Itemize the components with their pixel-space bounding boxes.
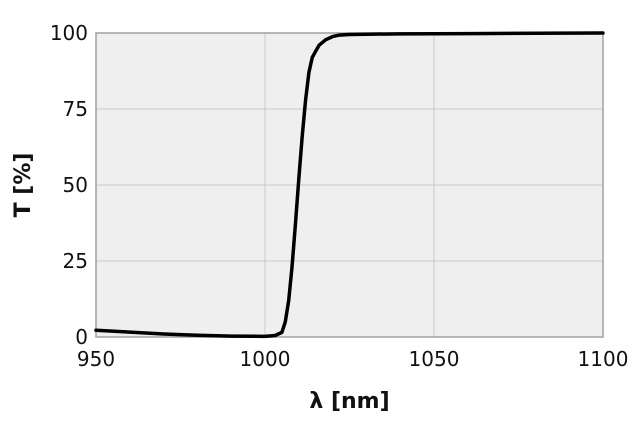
y-tick-label: 25 — [63, 249, 88, 273]
y-axis-title: T [%] — [11, 153, 36, 218]
x-tick-label: 1000 — [240, 347, 291, 371]
y-tick-label: 0 — [75, 325, 88, 349]
x-axis-ticks: 950 1000 1050 1100 — [77, 347, 629, 371]
x-axis-title: λ [nm] — [309, 389, 389, 414]
transmission-curve — [94, 31, 605, 339]
y-tick-label: 50 — [63, 173, 88, 197]
y-tick-label: 75 — [63, 97, 88, 121]
x-tick-label: 950 — [77, 347, 115, 371]
x-tick-label: 1050 — [409, 347, 460, 371]
y-tick-label: 100 — [50, 21, 88, 45]
x-tick-label: 1100 — [578, 347, 629, 371]
y-axis-ticks: 0 25 50 75 100 — [50, 21, 88, 349]
